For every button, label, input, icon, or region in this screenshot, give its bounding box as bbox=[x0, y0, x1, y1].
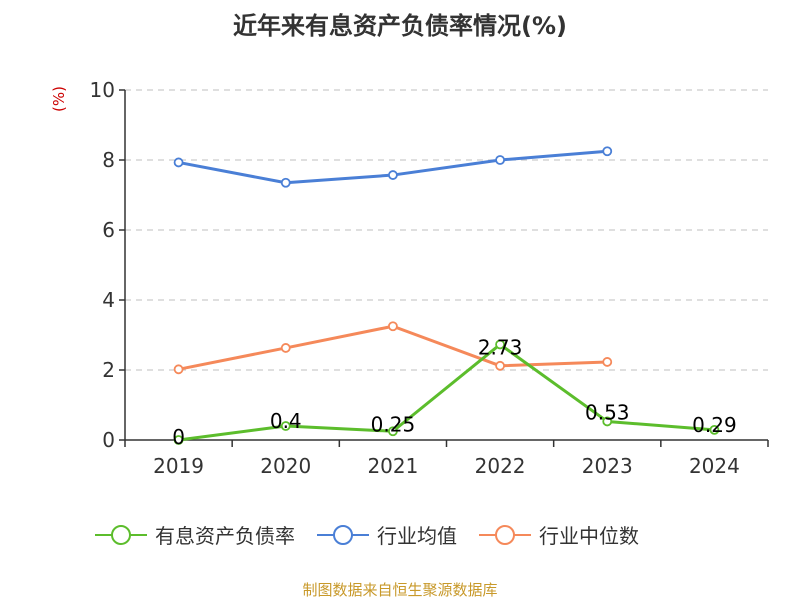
x-tick-label: 2024 bbox=[689, 454, 740, 478]
data-point bbox=[388, 321, 398, 332]
legend-line-marker-icon bbox=[479, 524, 531, 545]
data-point bbox=[280, 177, 291, 188]
y-tick-label: 8 bbox=[102, 148, 115, 172]
x-tick-label: 2022 bbox=[475, 454, 526, 478]
data-point bbox=[173, 435, 184, 445]
legend-item-0: 有息资产负债率 bbox=[95, 520, 295, 549]
axes: 0 2 4 6 8 10 2019 2020 2021 2022 2023 2024 bbox=[90, 78, 769, 478]
data-label: 2.73 bbox=[478, 335, 523, 359]
legend-label: 行业中位数 bbox=[539, 524, 639, 548]
data-label: 0 bbox=[172, 425, 185, 449]
data-point bbox=[173, 364, 184, 375]
y-tick-label: 10 bbox=[90, 78, 115, 102]
data-point bbox=[495, 339, 505, 350]
data-label: 0.53 bbox=[585, 400, 630, 424]
legend-label: 行业均值 bbox=[377, 524, 457, 548]
legend-item-2: 行业中位数 bbox=[479, 520, 639, 549]
y-tick-label: 0 bbox=[102, 428, 115, 452]
y-tick-label: 4 bbox=[102, 288, 115, 312]
data-label: 0.25 bbox=[371, 412, 416, 436]
x-tick-label: 2021 bbox=[367, 454, 418, 478]
data-point bbox=[173, 157, 184, 168]
data-point bbox=[388, 426, 398, 437]
grid-lines bbox=[125, 89, 768, 371]
data-point bbox=[602, 146, 613, 157]
data-point bbox=[709, 424, 720, 435]
data-point bbox=[280, 421, 291, 431]
data-point bbox=[602, 357, 613, 367]
series-line-0 bbox=[178, 342, 715, 442]
data-label: 0.29 bbox=[692, 413, 737, 437]
y-tick-label: 6 bbox=[102, 218, 115, 242]
x-tick-label: 2020 bbox=[260, 454, 311, 478]
x-tick-label: 2019 bbox=[153, 454, 204, 478]
x-tick-label: 2023 bbox=[582, 454, 633, 478]
data-point bbox=[495, 360, 505, 371]
data-label: 0.4 bbox=[270, 409, 302, 433]
series-lines bbox=[173, 146, 720, 445]
data-labels: 0 0.4 0.25 2.73 0.53 0.29 bbox=[172, 335, 736, 449]
data-point bbox=[495, 155, 505, 165]
series-line-2 bbox=[178, 324, 608, 371]
legend: 有息资产负债率 行业均值 行业中位数 bbox=[95, 520, 735, 549]
y-tick-label: 2 bbox=[102, 358, 115, 382]
legend-line-marker-icon bbox=[317, 524, 369, 545]
source-note: 制图数据来自恒生聚源数据库 bbox=[302, 581, 498, 599]
chart-title: 近年来有息资产负债率情况(%) bbox=[233, 12, 567, 40]
legend-line-marker-icon bbox=[95, 524, 147, 545]
legend-label: 有息资产负债率 bbox=[155, 524, 295, 548]
data-point bbox=[280, 343, 291, 353]
data-point bbox=[602, 416, 613, 427]
data-point bbox=[388, 170, 398, 180]
legend-item-1: 行业均值 bbox=[317, 520, 457, 549]
